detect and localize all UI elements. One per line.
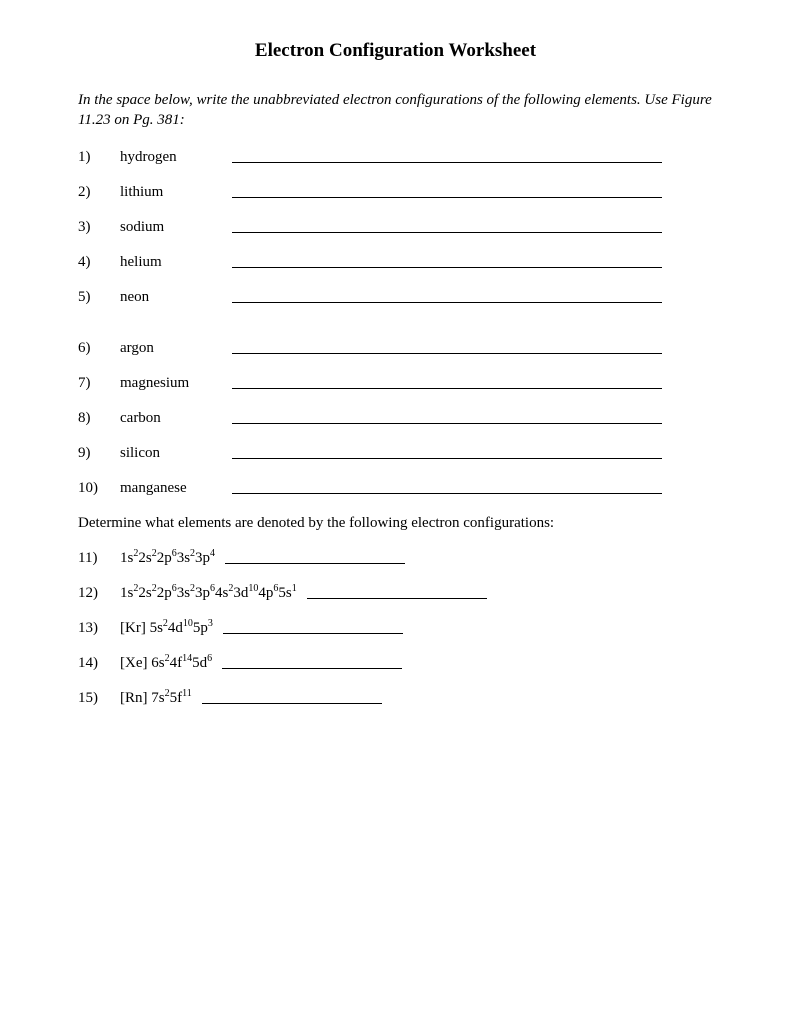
config-row: 11)1s22s22p63s23p4 [78,550,713,567]
question-number: 2) [78,184,120,201]
element-row: 3)sodium [78,219,713,236]
answer-blank[interactable] [232,388,662,389]
answer-blank[interactable] [232,267,662,268]
question-number: 3) [78,219,120,236]
answer-blank[interactable] [232,423,662,424]
element-row: 4)helium [78,254,713,271]
electron-config: [Rn] 7s25f11 [120,690,192,707]
element-label: neon [120,289,232,306]
answer-blank[interactable] [232,232,662,233]
instructions-text: In the space below, write the unabbrevia… [78,90,713,131]
question-number: 5) [78,289,120,306]
question-number: 12) [78,585,120,602]
worksheet-page: Electron Configuration Worksheet In the … [0,0,791,1024]
question-number: 9) [78,445,120,462]
question-number: 13) [78,620,120,637]
element-row: 10)manganese [78,480,713,497]
config-row: 13)[Kr] 5s24d105p3 [78,620,713,637]
answer-blank[interactable] [202,703,382,704]
config-row: 12)1s22s22p63s23p64s23d104p65s1 [78,585,713,602]
question-number: 10) [78,480,120,497]
config-row: 14)[Xe] 6s24f145d6 [78,655,713,672]
answer-blank[interactable] [307,598,487,599]
element-row: 6)argon [78,340,713,357]
question-number: 8) [78,410,120,427]
config-row: 15)[Rn] 7s25f11 [78,690,713,707]
element-row: 9)silicon [78,445,713,462]
element-label: sodium [120,219,232,236]
electron-config: [Xe] 6s24f145d6 [120,655,212,672]
question-number: 15) [78,690,120,707]
element-row: 1)hydrogen [78,149,713,166]
answer-blank[interactable] [225,563,405,564]
electron-config: [Kr] 5s24d105p3 [120,620,213,637]
answer-blank[interactable] [222,668,402,669]
part2-list: 11)1s22s22p63s23p4 12)1s22s22p63s23p64s23… [78,550,713,707]
element-label: hydrogen [120,149,232,166]
element-label: argon [120,340,232,357]
element-row: 8)carbon [78,410,713,427]
answer-blank[interactable] [232,493,662,494]
element-label: silicon [120,445,232,462]
question-number: 11) [78,550,120,567]
element-row: 5)neon [78,289,713,306]
answer-blank[interactable] [232,353,662,354]
question-number: 1) [78,149,120,166]
page-title: Electron Configuration Worksheet [78,40,713,62]
question-number: 6) [78,340,120,357]
element-row: 7)magnesium [78,375,713,392]
section2-instructions: Determine what elements are denoted by t… [78,515,713,532]
element-row: 2)lithium [78,184,713,201]
element-label: helium [120,254,232,271]
element-label: magnesium [120,375,232,392]
answer-blank[interactable] [232,162,662,163]
element-label: manganese [120,480,232,497]
element-label: lithium [120,184,232,201]
electron-config: 1s22s22p63s23p64s23d104p65s1 [120,585,297,602]
question-number: 14) [78,655,120,672]
part1-list: 1)hydrogen 2)lithium 3)sodium 4)helium 5)neo… [78,149,713,497]
answer-blank[interactable] [223,633,403,634]
question-number: 7) [78,375,120,392]
electron-config: 1s22s22p63s23p4 [120,550,215,567]
question-number: 4) [78,254,120,271]
answer-blank[interactable] [232,302,662,303]
answer-blank[interactable] [232,197,662,198]
element-label: carbon [120,410,232,427]
answer-blank[interactable] [232,458,662,459]
